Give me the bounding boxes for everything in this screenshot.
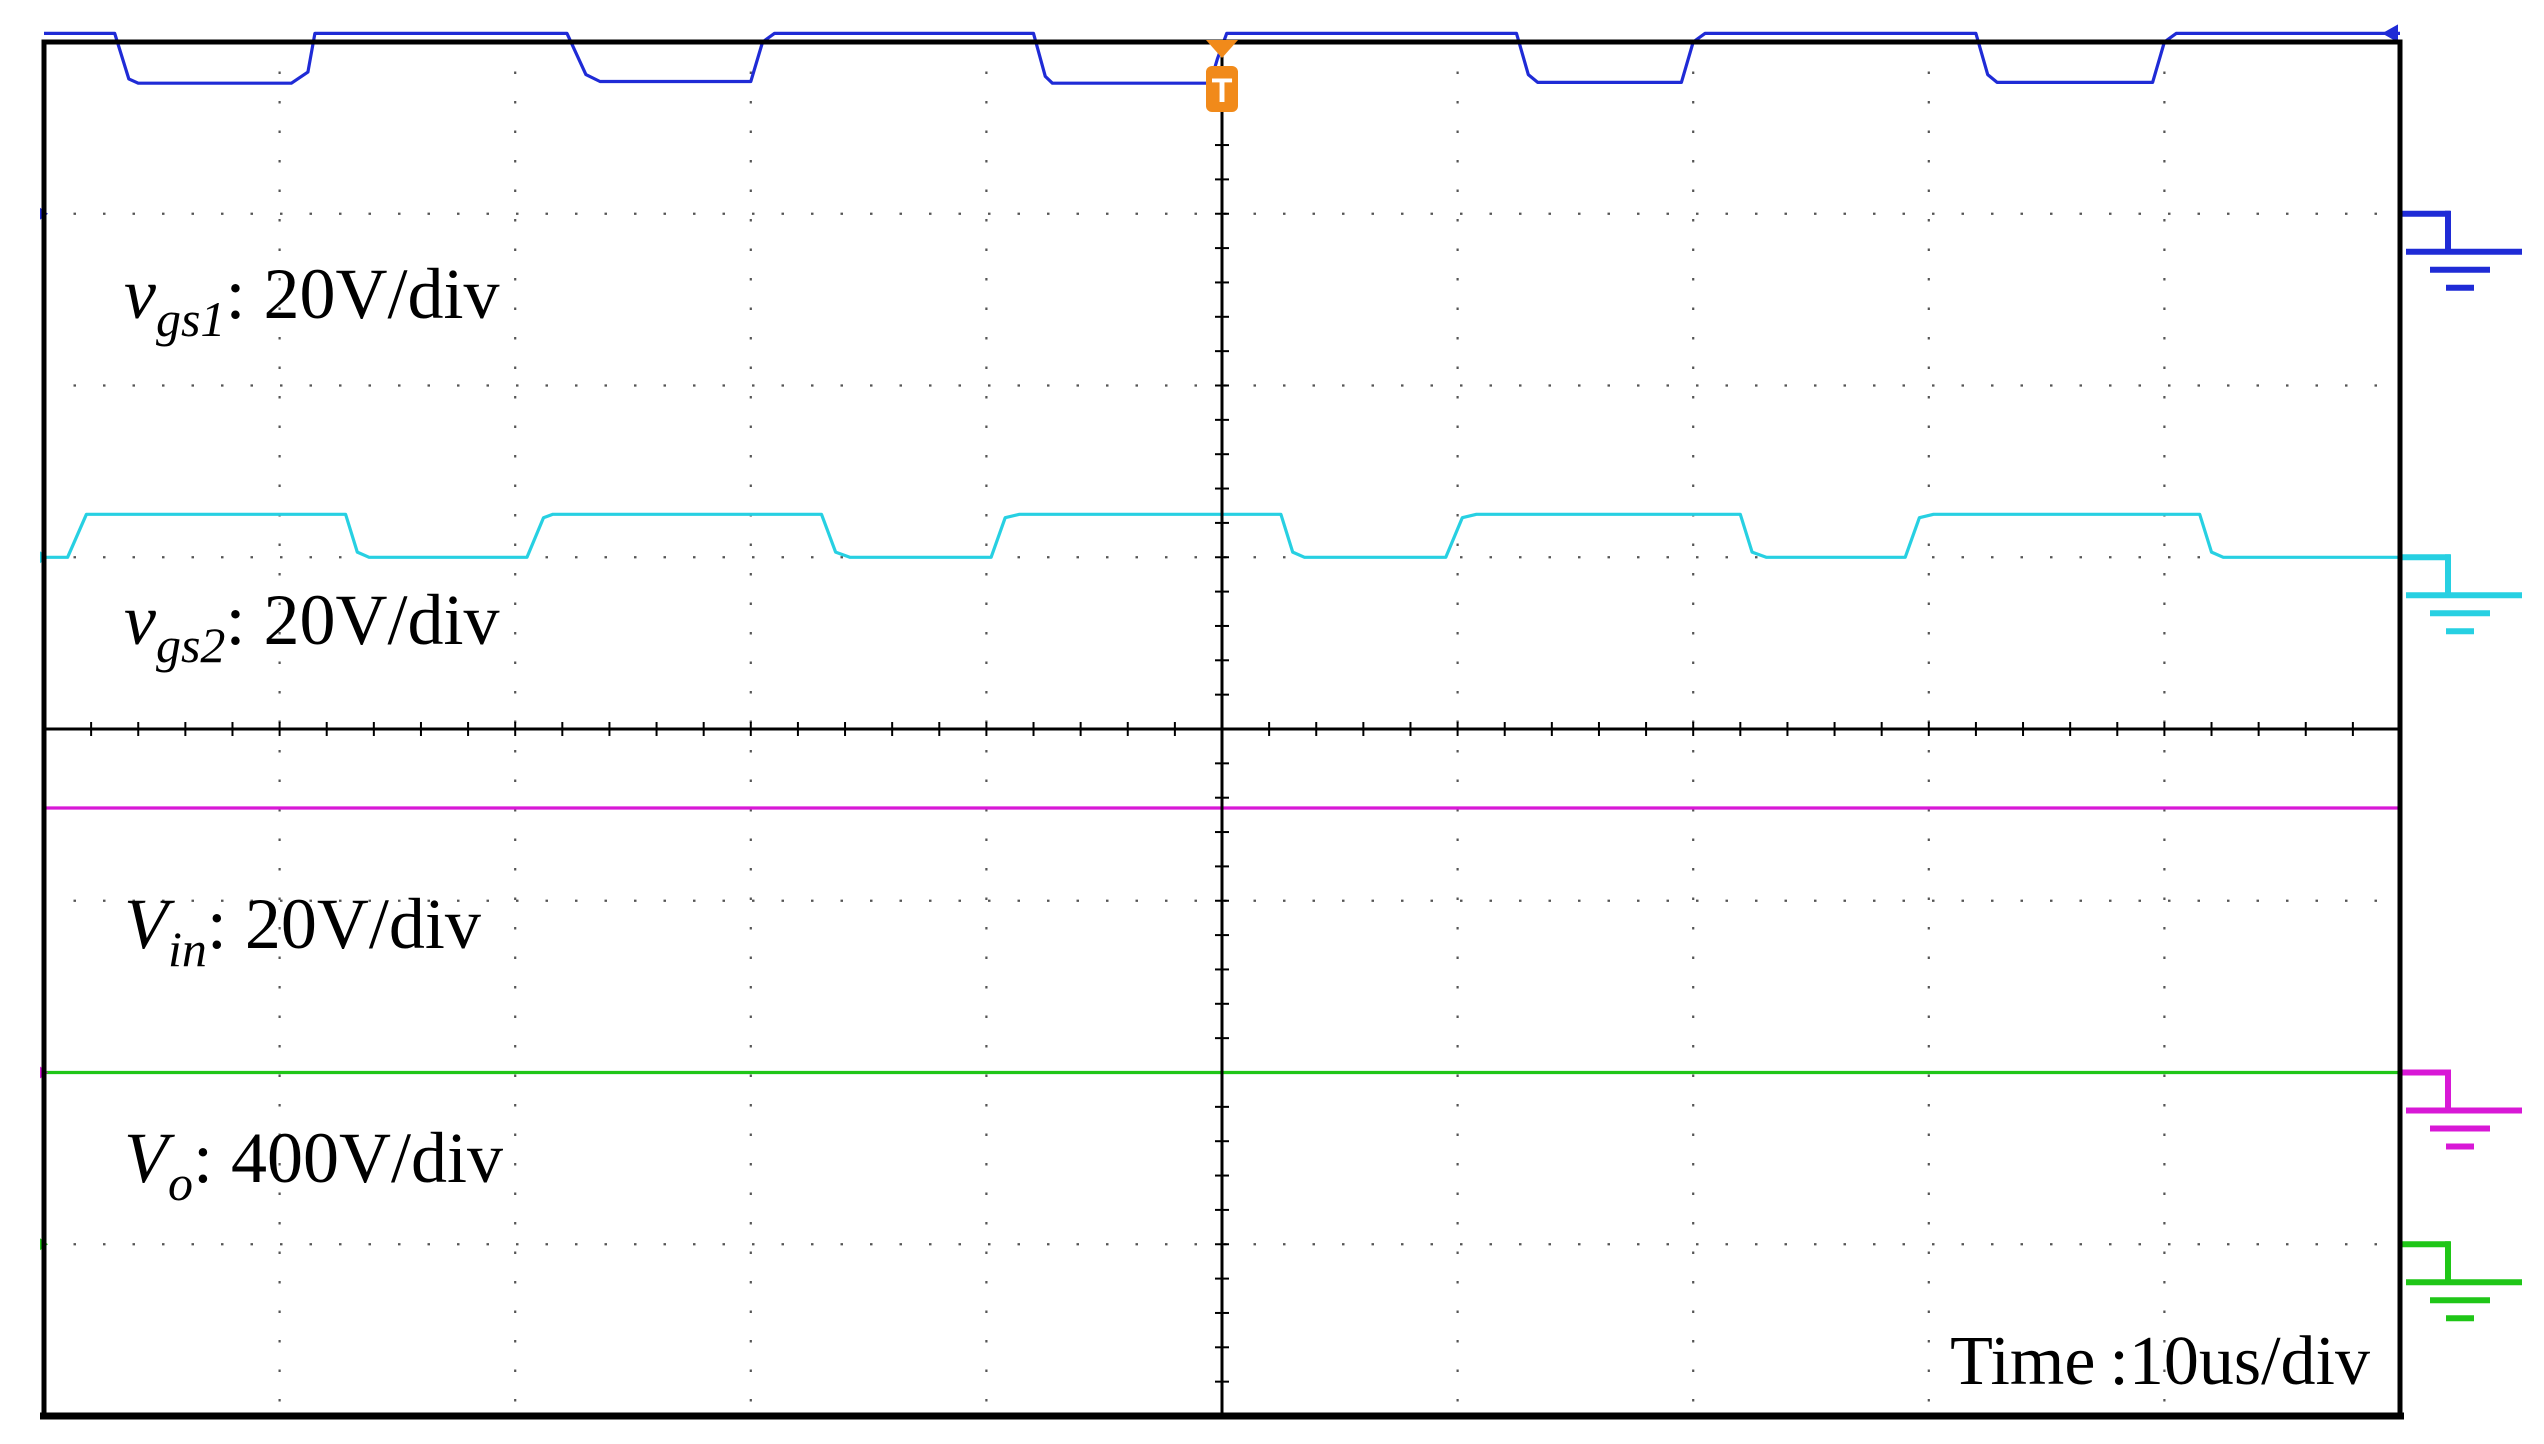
ground-icon-ch1 [2400, 210, 2522, 291]
channel-3-symbol: V [124, 884, 175, 964]
trigger-marker: T [1206, 40, 1238, 112]
channel-1-symbol: v [124, 254, 156, 334]
channel-1-subscript: gs1 [156, 291, 225, 347]
trigger-marker-label: T [1212, 72, 1233, 110]
channel-1-scale: : 20V/div [225, 254, 499, 334]
trace-ch1 [44, 31, 2400, 85]
channel-2-symbol: v [124, 580, 156, 660]
reference-arrow-ch1 [2382, 24, 2398, 43]
channel-4-symbol: V [124, 1118, 175, 1198]
time-base-value: 10us/div [2129, 1323, 2370, 1400]
channel-4-subscript: o [168, 1155, 193, 1211]
ground-icon-ch2 [2400, 554, 2522, 635]
channel-3-label: Vin: 20V/div [124, 884, 481, 977]
time-base-name: Time [1950, 1323, 2095, 1400]
channel-1-label: vgs1: 20V/div [124, 254, 499, 347]
channel-3-subscript: in [168, 921, 207, 977]
trace-ch2 [44, 512, 2400, 559]
channel-4-label: Vo: 400V/div [124, 1118, 503, 1211]
channel-2-label: vgs2: 20V/div [124, 580, 499, 673]
channel-4-scale: : 400V/div [193, 1118, 503, 1198]
channel-2-subscript: gs2 [156, 617, 225, 673]
time-base-label: Time:10us/div [1950, 1323, 2370, 1400]
ground-markers [40, 24, 2522, 1322]
channel-2-scale: : 20V/div [225, 580, 499, 660]
channel-3-scale: : 20V/div [207, 884, 481, 964]
ground-icon-ch3 [2400, 1069, 2522, 1150]
ground-icon-ch4 [2400, 1241, 2522, 1322]
